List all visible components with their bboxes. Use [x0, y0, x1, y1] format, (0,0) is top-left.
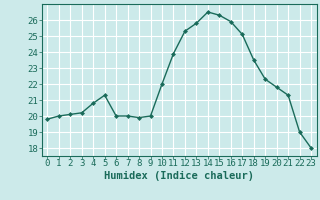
X-axis label: Humidex (Indice chaleur): Humidex (Indice chaleur): [104, 171, 254, 181]
